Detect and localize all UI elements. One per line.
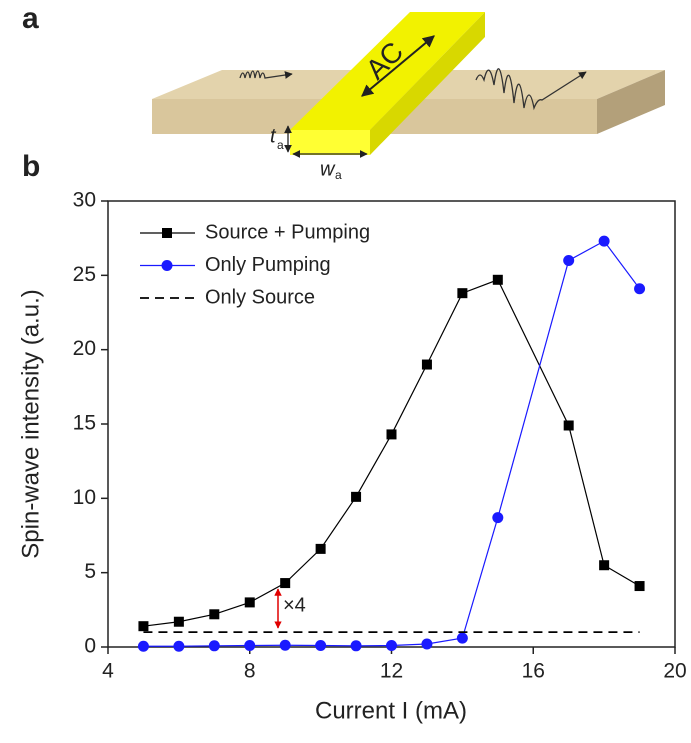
data-point	[350, 640, 362, 652]
y-tick-label: 5	[84, 560, 96, 583]
x-tick-label: 16	[522, 660, 545, 683]
data-point	[563, 254, 575, 266]
ac-arrow	[361, 35, 435, 97]
data-point	[421, 359, 432, 370]
y-tick-label: 10	[73, 486, 96, 509]
data-point	[315, 640, 327, 652]
data-point	[244, 597, 255, 608]
data-point	[386, 429, 397, 440]
data-point	[244, 640, 256, 652]
data-point	[457, 288, 468, 299]
w-sub: a	[335, 168, 342, 182]
x-tick-label: 4	[102, 660, 114, 683]
x-tick-label: 12	[380, 660, 403, 683]
legend-marker	[161, 260, 173, 271]
x-tick-label: 8	[244, 660, 256, 683]
data-point	[173, 616, 184, 627]
data-point	[634, 283, 646, 295]
y-tick-label: 0	[84, 635, 96, 658]
series-line	[143, 240, 641, 647]
x-tick-label: 20	[663, 660, 686, 683]
data-point	[137, 640, 149, 652]
y-axis-label: Spin-wave intensity (a.u.)	[17, 289, 44, 558]
panel-label: a	[22, 2, 39, 35]
t-sub: a	[277, 138, 284, 152]
data-point	[492, 512, 504, 524]
annotation: ×4	[283, 594, 306, 616]
t-label: t	[270, 125, 277, 147]
data-point	[351, 491, 362, 502]
slab-side	[597, 70, 665, 134]
panel-label: b	[22, 150, 40, 183]
y-tick-label: 15	[73, 412, 96, 435]
data-point	[421, 638, 433, 650]
data-point	[173, 640, 185, 652]
legend-label: Only Pumping	[205, 254, 331, 276]
y-tick-label: 25	[73, 263, 96, 286]
data-point	[279, 639, 291, 651]
data-point	[492, 274, 503, 285]
wave-large	[475, 68, 587, 111]
legend-label: Only Source	[205, 286, 315, 308]
data-point	[456, 632, 468, 644]
w-label: w	[320, 158, 336, 180]
data-point	[598, 235, 610, 247]
series-line	[143, 279, 640, 627]
data-point	[208, 640, 220, 652]
data-point	[634, 581, 645, 592]
data-point	[386, 640, 397, 652]
legend-marker	[162, 228, 172, 238]
data-point	[563, 420, 574, 431]
data-point	[280, 578, 291, 589]
y-tick-label: 20	[73, 337, 96, 360]
wave-small	[239, 70, 293, 79]
antenna-front	[290, 130, 370, 155]
plot-frame	[107, 200, 676, 648]
y-tick-label: 30	[73, 189, 96, 212]
data-point	[599, 560, 610, 571]
x-axis-label: Current I (mA)	[315, 697, 467, 724]
legend-label: Source + Pumping	[205, 221, 370, 243]
data-point	[209, 609, 220, 620]
data-point	[138, 621, 149, 632]
data-point	[315, 543, 326, 554]
